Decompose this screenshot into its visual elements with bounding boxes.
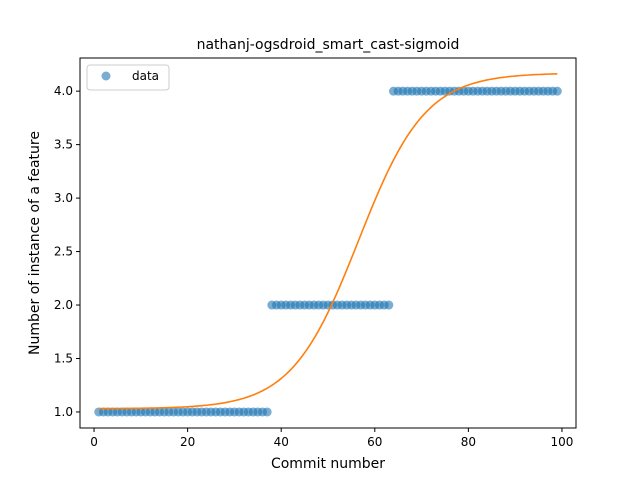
y-tick-label: 2.0	[54, 298, 73, 312]
y-axis-label: Number of instance of a feature	[27, 131, 43, 355]
plot-area	[94, 73, 562, 417]
data-point	[552, 86, 562, 96]
fit-line	[98, 73, 558, 410]
x-tick-label: 20	[180, 435, 195, 449]
plot-frame	[79, 57, 577, 429]
x-tick-label: 80	[461, 435, 476, 449]
legend-box	[86, 64, 170, 91]
x-tick-label: 40	[274, 435, 289, 449]
x-tick-label: 0	[90, 435, 98, 449]
y-axis: 1.0 1.5 2.0 2.5 3.0 3.5 4.0	[54, 84, 80, 419]
y-tick-label: 3.5	[54, 138, 73, 152]
data-point	[262, 407, 272, 417]
chart-title: nathanj-ogsdroid_smart_cast-sigmoid	[197, 37, 460, 53]
legend: data	[86, 64, 170, 91]
y-tick-label: 1.5	[54, 351, 73, 365]
y-tick-label: 3.0	[54, 191, 73, 205]
y-tick-label: 2.5	[54, 245, 73, 259]
y-tick-label: 1.0	[54, 405, 73, 419]
legend-label-data: data	[132, 69, 159, 83]
x-tick-label: 60	[367, 435, 382, 449]
x-tick-label: 100	[551, 435, 574, 449]
y-tick-label: 4.0	[54, 84, 73, 98]
x-axis-label: Commit number	[271, 456, 385, 472]
legend-marker-data	[101, 71, 111, 81]
x-axis: 0 20 40 60 80 100	[90, 428, 573, 449]
data-point	[384, 300, 394, 310]
